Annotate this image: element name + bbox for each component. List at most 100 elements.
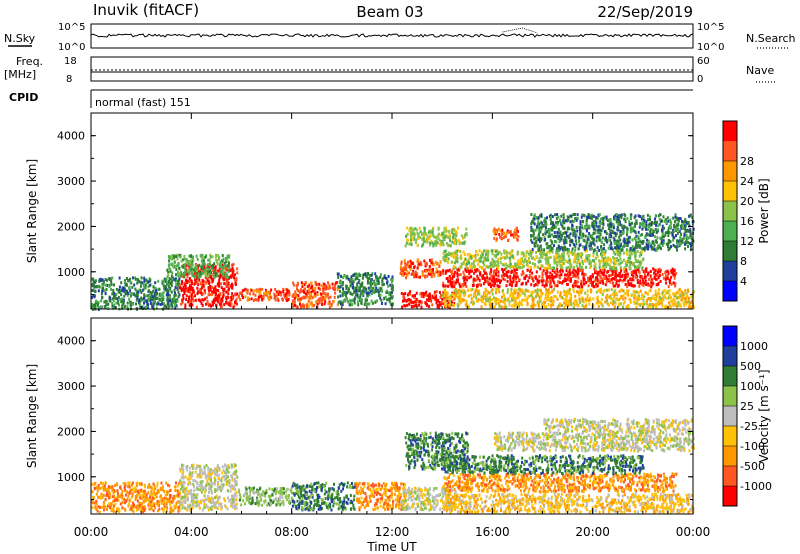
heatmap-cell [345, 294, 347, 298]
heatmap-cell [109, 278, 111, 282]
heatmap-cell [234, 278, 237, 282]
heatmap-cell [437, 305, 440, 309]
heatmap-cell [203, 269, 206, 273]
heatmap-cell [635, 241, 638, 245]
heatmap-cell [531, 240, 534, 244]
heatmap-cell [494, 232, 497, 236]
heatmap-cell [530, 252, 533, 256]
heatmap-cell [585, 227, 588, 231]
heatmap-cell [617, 218, 620, 222]
heatmap-cell [588, 302, 591, 306]
heatmap-cell [601, 236, 604, 240]
heatmap-cell [104, 305, 107, 309]
heatmap-cell [530, 238, 533, 242]
heatmap-cell [341, 283, 344, 287]
heatmap-cell [444, 253, 447, 257]
heatmap-cell [443, 259, 446, 263]
heatmap-cell [685, 297, 688, 300]
heatmap-cell [413, 296, 416, 300]
heatmap-cell [359, 273, 362, 277]
heatmap-cell [200, 254, 202, 258]
heatmap-cell [535, 241, 538, 245]
heatmap-cell [160, 298, 163, 302]
heatmap-cell [473, 254, 475, 258]
heatmap-cell [203, 265, 206, 268]
heatmap-cell [574, 255, 577, 259]
heatmap-cell [188, 277, 191, 280]
heatmap-cell [112, 288, 115, 292]
heatmap-cell [311, 289, 314, 293]
heatmap-cell [549, 228, 552, 232]
heatmap-cell [242, 296, 244, 299]
heatmap-cell [654, 227, 657, 231]
heatmap-cell [454, 254, 457, 258]
heatmap-cell [632, 247, 635, 251]
heatmap-cell [286, 290, 289, 294]
heatmap-cell [339, 279, 342, 283]
heatmap-cell [502, 236, 505, 240]
heatmap-cell [681, 237, 684, 241]
heatmap-cell [167, 284, 170, 288]
heatmap-cell [549, 247, 551, 251]
heatmap-cell [670, 231, 673, 235]
heatmap-cell [645, 223, 648, 227]
heatmap-cell [595, 235, 598, 239]
heatmap-cell [371, 272, 374, 276]
heatmap-cell [613, 261, 616, 265]
heatmap-cell [533, 237, 536, 241]
heatmap-cell [423, 259, 426, 263]
heatmap-cell [485, 251, 488, 255]
heatmap-cell [591, 273, 594, 277]
heatmap-cell [597, 281, 600, 285]
heatmap-cell [588, 242, 591, 245]
heatmap-cell [565, 278, 567, 282]
heatmap-cell [343, 292, 346, 296]
heatmap-cell [498, 232, 501, 236]
heatmap-cell [497, 270, 500, 274]
heatmap-cell [322, 297, 325, 301]
heatmap-cell [480, 305, 483, 309]
heatmap-cell [602, 222, 605, 226]
heatmap-cell [513, 269, 516, 273]
heatmap-cell [157, 279, 160, 283]
sky-left-tick-top: 10^5 [58, 22, 85, 33]
heatmap-cell [629, 278, 632, 281]
heatmap-cell [225, 281, 228, 285]
heatmap-cell [493, 227, 496, 231]
heatmap-cell [413, 300, 416, 304]
heatmap-cell [157, 302, 160, 306]
heatmap-cell [213, 262, 216, 266]
heatmap-cell [471, 287, 474, 291]
heatmap-cell [100, 305, 103, 309]
heatmap-cell [510, 291, 513, 295]
heatmap-cell [556, 247, 559, 251]
heatmap-cell [201, 253, 204, 257]
heatmap-cell [533, 275, 536, 279]
heatmap-cell [539, 230, 542, 234]
heatmap-cell [641, 282, 644, 286]
heatmap-cell [126, 301, 129, 305]
heatmap-cell [265, 292, 268, 296]
heatmap-cell [131, 276, 134, 280]
heatmap-cell [552, 223, 555, 227]
heatmap-cell [615, 268, 618, 272]
heatmap-cell [616, 227, 619, 231]
heatmap-cell [174, 260, 177, 264]
heatmap-cell [167, 270, 170, 274]
heatmap-cell [211, 300, 214, 304]
heatmap-cell [453, 294, 455, 297]
heatmap-cell [174, 291, 176, 295]
heatmap-cell [689, 232, 692, 236]
heatmap-cell [199, 272, 202, 276]
heatmap-cell [341, 293, 344, 297]
heatmap-cell [553, 261, 556, 265]
heatmap-cell [120, 281, 123, 285]
heatmap-cell [668, 224, 671, 228]
heatmap-cell [593, 248, 596, 252]
heatmap-cell [439, 270, 442, 274]
heatmap-cell [310, 286, 313, 290]
heatmap-cell [309, 286, 312, 290]
heatmap-cell [173, 294, 176, 298]
heatmap-cell [236, 267, 239, 271]
heatmap-cell [563, 236, 566, 240]
